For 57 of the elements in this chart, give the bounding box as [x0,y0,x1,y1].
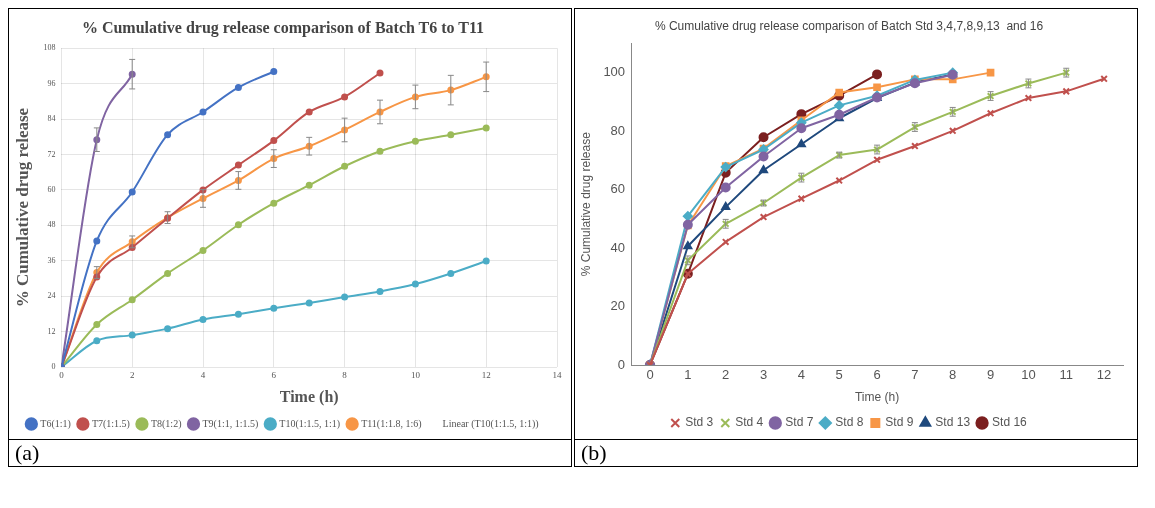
y-tick-label: 60 [47,184,56,194]
y-tick-label: 60 [610,181,626,197]
chart-title: % Cumulative drug release comparison of Batch T6 to T11 [81,18,485,37]
legend-label: T7(1:1.5) [91,417,130,430]
y-tick-label: 36 [47,255,56,265]
text: Linear (T10(1:1.5, 1:1)) [442,417,539,430]
x-axis-title: Time (h) [854,390,900,405]
legend-label: T9(1:1, 1:1.5) [202,417,259,430]
y-tick-label: 80 [610,122,626,138]
x-tick-label: 12 [1096,367,1112,383]
x-tick-label: 11 [1059,367,1073,383]
x-tick-label: 0 [59,369,65,380]
x-axis-title: Time (h) [279,387,339,406]
legend-label: Std 8 [835,415,864,430]
x-tick-label: 4 [200,369,206,380]
y-tick-label: 24 [47,291,56,301]
legend-label: Std 16 [992,415,1028,430]
y-tick-label: 20 [610,298,626,314]
y-axis-title: % Cumulative drug release [578,131,593,277]
y-tick-label: 12 [47,326,56,336]
x-tick-label: 8 [949,367,957,383]
x-tick-label: 10 [1021,367,1036,383]
y-axis-title: % Cumulative drug release [12,107,32,308]
y-tick-label: 100 [603,64,626,80]
text: (a) [9,439,571,466]
y-tick-label: 48 [47,220,56,230]
legend-label: T10(1:1.5, 1:1) [279,417,341,430]
x-tick-label: 6 [271,369,277,380]
legend-label: T6(1:1) [40,417,71,430]
x-tick-label: 1 [684,367,692,383]
y-tick-label: 84 [47,114,56,124]
x-tick-label: 12 [481,369,491,380]
x-tick-label: 2 [129,369,135,380]
x-tick-label: 14 [552,369,562,380]
legend-label: Std 7 [785,415,814,430]
chart-title: % Cumulative drug release comparison of Batch Std 3,4,7,8,9,13 and 16 [654,18,1044,33]
x-tick-label: 7 [911,367,919,383]
x-tick-label: 9 [986,367,995,383]
y-tick-label: 96 [47,78,56,88]
x-tick-label: 6 [873,367,881,383]
y-tick-label: 40 [610,239,626,255]
x-tick-label: 2 [722,367,730,383]
legend-label: Std 4 [735,415,764,430]
legend-label: Std 13 [935,415,971,430]
x-tick-label: 8 [342,369,348,380]
x-tick-label: 5 [835,367,843,383]
x-tick-label: 4 [797,367,805,383]
legend-label: T8(1:2) [150,417,182,430]
x-tick-label: 10 [410,369,421,380]
x-tick-label: 3 [759,367,768,383]
x-tick-label: 0 [646,367,654,383]
legend-label: T11(1:1.8, 1:6) [361,417,422,430]
legend-label: Std 9 [885,415,914,430]
y-tick-label: 108 [43,43,56,53]
text: (b) [575,439,1137,466]
y-tick-label: 72 [47,149,56,159]
legend-label: Std 3 [685,415,714,430]
